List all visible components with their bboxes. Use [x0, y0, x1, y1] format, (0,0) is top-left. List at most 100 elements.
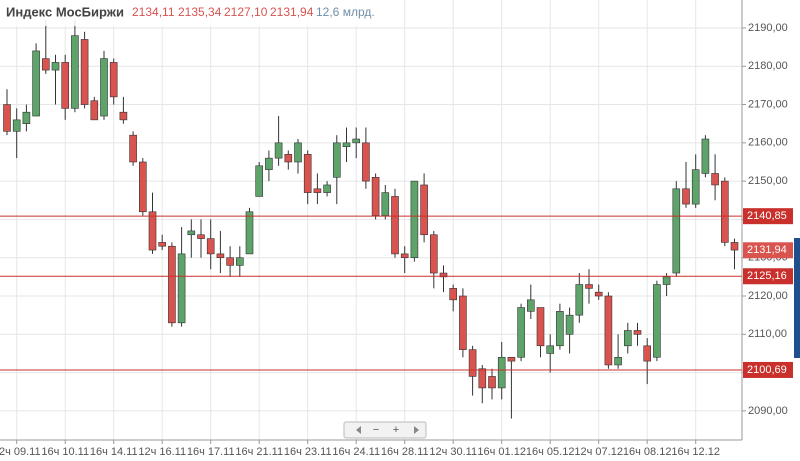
- y-tick-label: 2120,00: [748, 290, 788, 302]
- candle-body: [682, 188, 690, 205]
- x-tick-label: 16ч 05.12: [526, 446, 575, 458]
- y-tick-label: 2150,00: [748, 175, 788, 187]
- candle-body: [100, 58, 108, 117]
- candle-body: [168, 245, 176, 324]
- candle-body: [459, 295, 467, 350]
- candle-body: [352, 138, 361, 144]
- candle-body: [662, 276, 671, 285]
- candle-body: [303, 154, 312, 193]
- y-tick-label: 2090,00: [748, 405, 788, 417]
- candle-body: [3, 104, 11, 132]
- candle-body: [546, 345, 555, 354]
- candle-body: [284, 154, 293, 163]
- candle-body: [381, 192, 390, 216]
- candle-body: [575, 284, 584, 316]
- candle-body: [478, 368, 487, 389]
- candle-body: [255, 165, 263, 197]
- candle-body: [720, 180, 729, 243]
- candle-body: [61, 62, 70, 109]
- candle-body: [226, 257, 234, 266]
- candle-body: [109, 62, 118, 98]
- x-tick-label: 16ч 01.12: [477, 446, 526, 458]
- candle-body: [556, 311, 564, 347]
- candle-body: [129, 134, 137, 163]
- candle-body: [187, 230, 196, 236]
- candle-body: [604, 295, 613, 366]
- scroll-left[interactable]: [356, 426, 361, 434]
- level-label: 2125,16: [747, 270, 787, 282]
- candle-body: [323, 184, 331, 193]
- candle-body: [507, 356, 516, 362]
- level-label: 2140,85: [747, 210, 787, 222]
- x-tick-label: 12ч 09.11: [0, 446, 41, 458]
- candle-body: [653, 284, 661, 358]
- candle-body: [691, 169, 700, 205]
- side-panel[interactable]: [794, 238, 800, 358]
- y-tick-label: 2190,00: [748, 22, 788, 34]
- x-tick-label: 16ч 17.11: [187, 446, 235, 458]
- x-tick-label: 12ч 30.11: [429, 446, 477, 458]
- candles: [3, 20, 739, 419]
- candle-body: [565, 314, 574, 335]
- y-tick-label: 2170,00: [748, 98, 788, 110]
- candle-body: [41, 58, 50, 71]
- candle-body: [468, 349, 477, 377]
- level-box: [743, 208, 793, 225]
- candle-body: [342, 142, 351, 147]
- candle-body: [371, 177, 380, 216]
- candle-body: [22, 111, 31, 124]
- volume: 12,6 млрд.: [316, 5, 375, 19]
- candle-body: [51, 62, 60, 71]
- x-tick-label: 16ч 12.12: [671, 446, 720, 458]
- candle-body: [420, 184, 428, 236]
- y-tick-label: 2180,00: [748, 60, 788, 72]
- open: 2134,11: [132, 5, 175, 19]
- zoom-out[interactable]: −: [373, 424, 379, 436]
- candle-body: [197, 234, 205, 239]
- candle-body: [206, 238, 215, 255]
- x-tick-label: 16ч 14.11: [90, 446, 138, 458]
- x-tick-label: 12ч 07.12: [574, 446, 623, 458]
- scroll-right[interactable]: [414, 426, 419, 434]
- candle-body: [439, 272, 448, 278]
- candle-body: [236, 257, 244, 266]
- zoom-bar: [343, 421, 427, 439]
- candle-body: [614, 356, 622, 366]
- candle-body: [245, 211, 254, 255]
- candle-body: [643, 345, 652, 362]
- candle-body: [274, 142, 283, 159]
- y-tick-label: 2110,00: [748, 328, 787, 340]
- candle-body: [526, 299, 535, 312]
- candle-body: [119, 111, 128, 121]
- zoom-in[interactable]: +: [393, 424, 399, 436]
- candle-body: [12, 119, 21, 132]
- level-box: [743, 361, 793, 378]
- candle-body: [294, 142, 302, 163]
- candle-body: [711, 173, 719, 186]
- candle-body: [585, 284, 593, 289]
- last-price-label: 2131,94: [747, 244, 787, 256]
- y-tick-label: 2160,00: [748, 137, 788, 149]
- candle-body: [265, 157, 273, 170]
- candle-body: [362, 142, 370, 182]
- candle-body: [429, 234, 438, 274]
- low: 2127,10: [224, 5, 268, 19]
- x-tick-label: 16ч 08.12: [623, 446, 672, 458]
- x-tick-label: 16ч 28.11: [381, 446, 429, 458]
- level-box: [743, 268, 793, 285]
- candle-body: [672, 188, 681, 274]
- candle-body: [400, 253, 409, 259]
- candle-body: [701, 138, 710, 174]
- level-label: 2100,69: [747, 364, 787, 376]
- candle-body: [536, 307, 545, 347]
- candle-body: [633, 330, 642, 335]
- candle-body: [148, 211, 157, 251]
- x-tick-label: 12ч 16.11: [138, 446, 186, 458]
- overlay: 2140,85 2125,16 2100,69 2131,94: [0, 208, 793, 378]
- candle-body: [594, 291, 603, 297]
- header-bg: [0, 0, 400, 26]
- title: Индекс МосБиржи: [6, 4, 124, 19]
- close: 2131,94: [270, 5, 314, 19]
- candle-body: [730, 242, 739, 251]
